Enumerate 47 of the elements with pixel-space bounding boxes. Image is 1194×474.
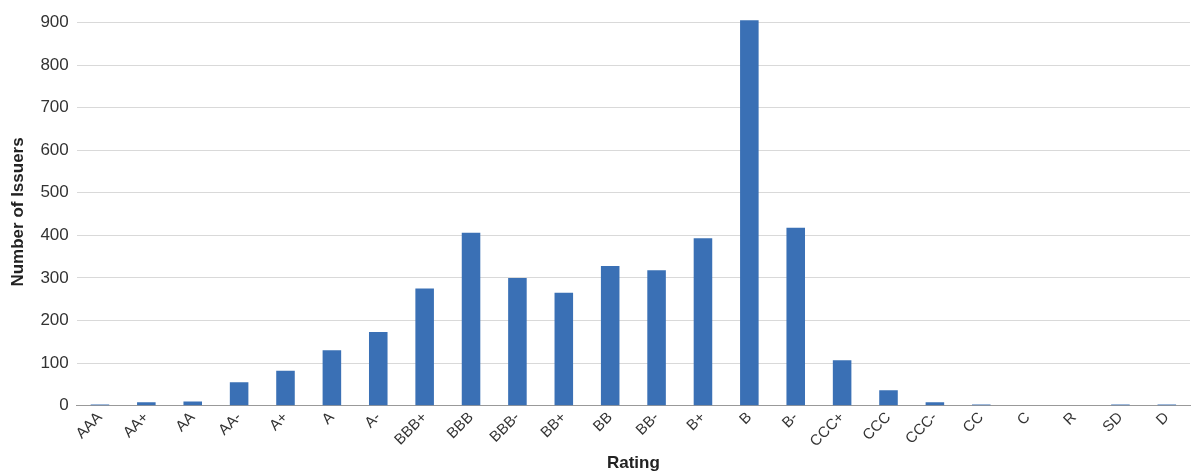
x-tick-label: AA+ (119, 407, 152, 441)
y-tick-label: 700 (40, 97, 69, 117)
x-tick-label: R (1059, 407, 1080, 428)
x-tick-label: D (1152, 407, 1172, 428)
x-tick-label: A+ (265, 407, 291, 434)
bar (832, 360, 852, 406)
x-tick-label: B+ (682, 407, 709, 434)
y-tick-label: 0 (59, 395, 69, 415)
x-tick-label: A (317, 408, 337, 428)
y-tick-label: 100 (40, 352, 69, 372)
x-axis-title: Rating (606, 453, 660, 473)
bar (183, 401, 202, 406)
y-tick-label: 600 (40, 139, 69, 159)
x-tick-label: C (1013, 407, 1033, 428)
bar (229, 382, 249, 406)
y-tick-label: 500 (40, 182, 69, 202)
x-tick-label: A- (360, 408, 384, 431)
bar (368, 332, 388, 406)
bar (276, 370, 295, 406)
bar (740, 20, 759, 406)
x-tick-label: AA (171, 408, 198, 435)
bar (461, 232, 481, 406)
x-tick-label: BB (589, 408, 616, 435)
bar (693, 238, 713, 406)
x-tick-label: CC (958, 407, 987, 436)
y-tick-label: 300 (40, 267, 69, 287)
x-tick-label: SD (1098, 407, 1126, 435)
y-axis-title: Number of Issuers (7, 137, 27, 287)
x-tick-label: B (735, 408, 755, 428)
x-tick-label: AA- (214, 408, 245, 438)
bar (322, 350, 342, 406)
bar (925, 402, 945, 406)
x-tick-label: BB+ (536, 407, 570, 441)
bar (554, 292, 574, 406)
bar (137, 402, 156, 406)
bar (786, 227, 806, 406)
bar (647, 270, 666, 406)
y-tick-label: 900 (40, 12, 69, 32)
bar (508, 277, 527, 406)
bar (600, 266, 620, 406)
bar (415, 288, 434, 406)
x-tick-label: BB- (631, 408, 662, 438)
y-tick-label: 200 (40, 310, 69, 330)
y-tick-label: 400 (40, 225, 69, 245)
x-tick-label: B- (778, 408, 801, 431)
y-tick-label: 800 (40, 54, 69, 74)
bar (879, 390, 898, 406)
